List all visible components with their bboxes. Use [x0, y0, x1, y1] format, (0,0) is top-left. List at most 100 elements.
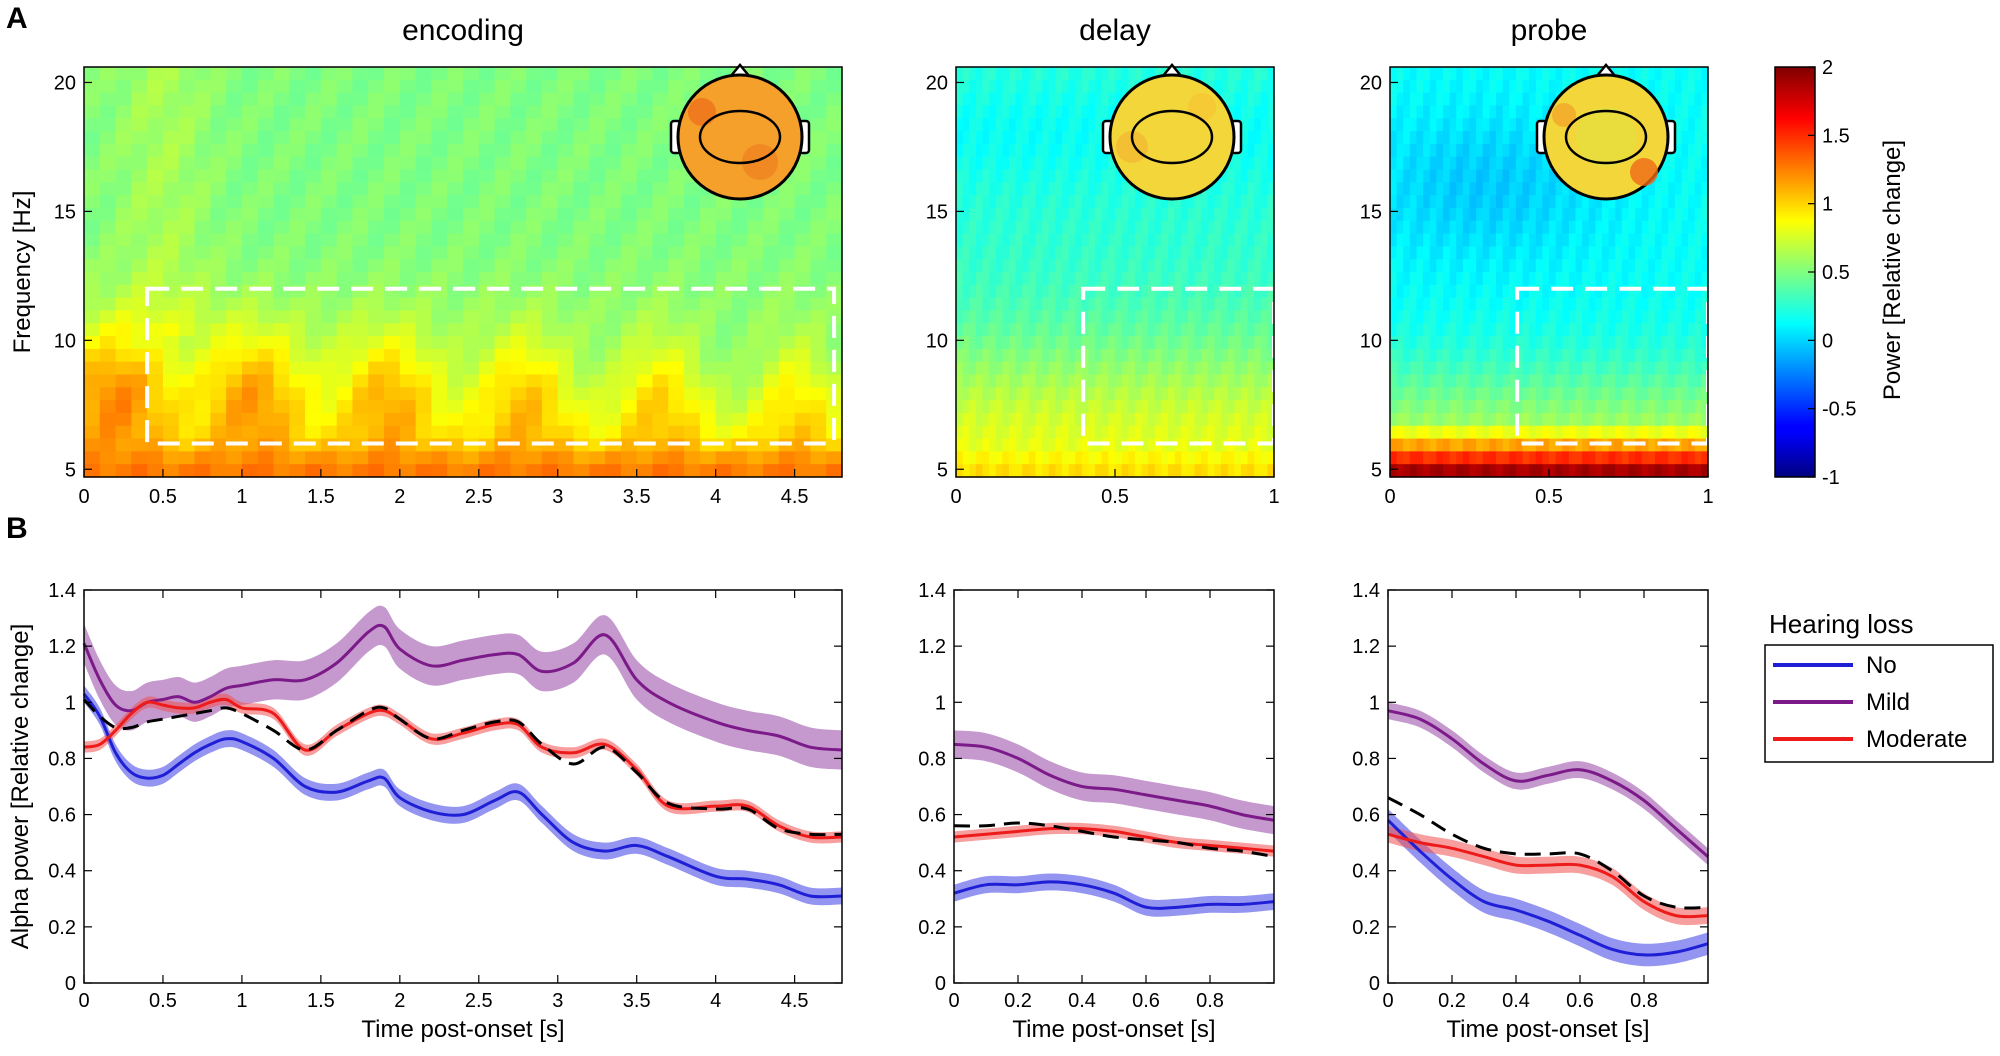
heatmap-cell	[989, 425, 997, 440]
heatmap-cell	[1469, 207, 1477, 222]
heatmap-cell	[1542, 272, 1550, 286]
heatmap-cell	[1423, 131, 1431, 145]
heatmap-cell	[684, 195, 701, 209]
heatmap-cell	[1582, 438, 1590, 452]
heatmap-cell	[605, 207, 622, 222]
heatmap-cell	[1042, 336, 1050, 350]
heatmap-cell	[1429, 425, 1437, 440]
heatmap-cell	[557, 400, 575, 414]
heatmap-cell	[336, 92, 354, 107]
heatmap-cell	[1489, 361, 1497, 376]
heatmap-cell	[1403, 143, 1411, 158]
heatmap-cell	[1655, 195, 1663, 209]
heatmap-cell	[320, 220, 338, 235]
heatmap-cell	[352, 400, 369, 414]
heatmap-cell	[557, 220, 575, 235]
heatmap-cell	[257, 348, 275, 363]
heatmap-cell	[1101, 387, 1109, 401]
heatmap-cell	[1141, 67, 1149, 81]
heatmap-cell	[1462, 233, 1471, 247]
heatmap-cell	[257, 259, 275, 273]
heatmap-cell	[1267, 233, 1275, 247]
heatmap-cell	[1403, 464, 1411, 478]
heatmap-cell	[1674, 464, 1683, 478]
heatmap-cell	[1247, 348, 1255, 363]
heatmap-cell	[1641, 425, 1649, 440]
heatmap-cell	[1462, 246, 1471, 260]
heatmap-cell	[962, 246, 970, 260]
heatmap-cell	[131, 259, 148, 273]
heatmap-cell	[1615, 425, 1623, 440]
heatmap-cell	[1403, 67, 1411, 81]
heatmap-cell	[226, 387, 243, 401]
heatmap-cell	[1469, 438, 1477, 452]
heatmap-cell	[305, 451, 322, 465]
heatmap-cell	[1108, 425, 1116, 440]
heatmap-cell	[1168, 284, 1176, 299]
heatmap-cell	[131, 118, 148, 132]
heatmap-cell	[778, 400, 796, 414]
heatmap-cell	[99, 156, 117, 171]
heatmap-cell	[1254, 156, 1262, 171]
heatmap-cell	[1522, 425, 1530, 440]
heatmap-cell	[1068, 284, 1076, 299]
heatmap-cell	[747, 246, 764, 260]
heatmap-cell	[1489, 259, 1497, 273]
heatmap-cell	[557, 425, 575, 440]
heatmap-cell	[510, 374, 527, 388]
heatmap-cell	[794, 259, 812, 273]
heatmap-cell	[320, 156, 338, 171]
heatmap-cell	[1015, 464, 1023, 478]
heatmap-cell	[1015, 67, 1023, 81]
heatmap-cell	[1101, 348, 1109, 363]
heatmap-cell	[778, 297, 796, 312]
heatmap-cell	[478, 131, 496, 145]
heatmap-cell	[305, 425, 322, 440]
heatmap-cell	[273, 156, 290, 171]
heatmap-cell	[1595, 207, 1603, 222]
heatmap-cell	[810, 451, 827, 465]
heatmap-cell	[1674, 207, 1683, 222]
heatmap-cell	[1168, 361, 1176, 376]
heatmap-cell	[1390, 92, 1398, 107]
heatmap-cell	[810, 207, 827, 222]
topo-hotspot	[1576, 107, 1636, 167]
heatmap-cell	[1022, 387, 1030, 401]
heatmap-cell	[1002, 361, 1010, 376]
heatmap-cell	[684, 336, 701, 350]
heatmap-cell	[384, 412, 401, 427]
heatmap-cell	[463, 220, 480, 235]
heatmap-cell	[1476, 400, 1484, 414]
heatmap-cell	[84, 284, 101, 299]
heatmap-cell	[1568, 246, 1577, 260]
heatmap-cell	[715, 412, 733, 427]
heatmap-cell	[1254, 387, 1262, 401]
heatmap-cell	[810, 182, 827, 196]
heatmap-cell	[1456, 79, 1464, 94]
heatmap-cell	[115, 348, 132, 363]
heatmap-cell	[1048, 400, 1056, 414]
heatmap-cell	[605, 387, 622, 401]
heatmap-cell	[1608, 400, 1616, 414]
heatmap-cell	[982, 220, 990, 235]
heatmap-cell	[1469, 259, 1477, 273]
heatmap-cell	[1267, 246, 1275, 260]
heatmap-cell	[1187, 207, 1196, 222]
x-tick-label: 0	[1382, 990, 1393, 1012]
heatmap-cell	[652, 412, 669, 427]
heatmap-cell	[731, 233, 748, 247]
heatmap-cell	[1048, 169, 1056, 183]
heatmap-cell	[1515, 105, 1524, 119]
heatmap-cell	[1095, 182, 1103, 196]
heatmap-cell	[210, 233, 227, 247]
heatmap-cell	[415, 348, 433, 363]
heatmap-cell	[131, 425, 148, 440]
heatmap-cell	[1588, 464, 1596, 478]
heatmap-cell	[1035, 246, 1043, 260]
heatmap-cell	[447, 79, 464, 94]
heatmap-cell	[210, 143, 227, 158]
heatmap-cell	[1489, 169, 1497, 183]
heatmap-cell	[956, 246, 964, 260]
heatmap-cell	[1668, 387, 1676, 401]
heatmap-cell	[1267, 400, 1275, 414]
